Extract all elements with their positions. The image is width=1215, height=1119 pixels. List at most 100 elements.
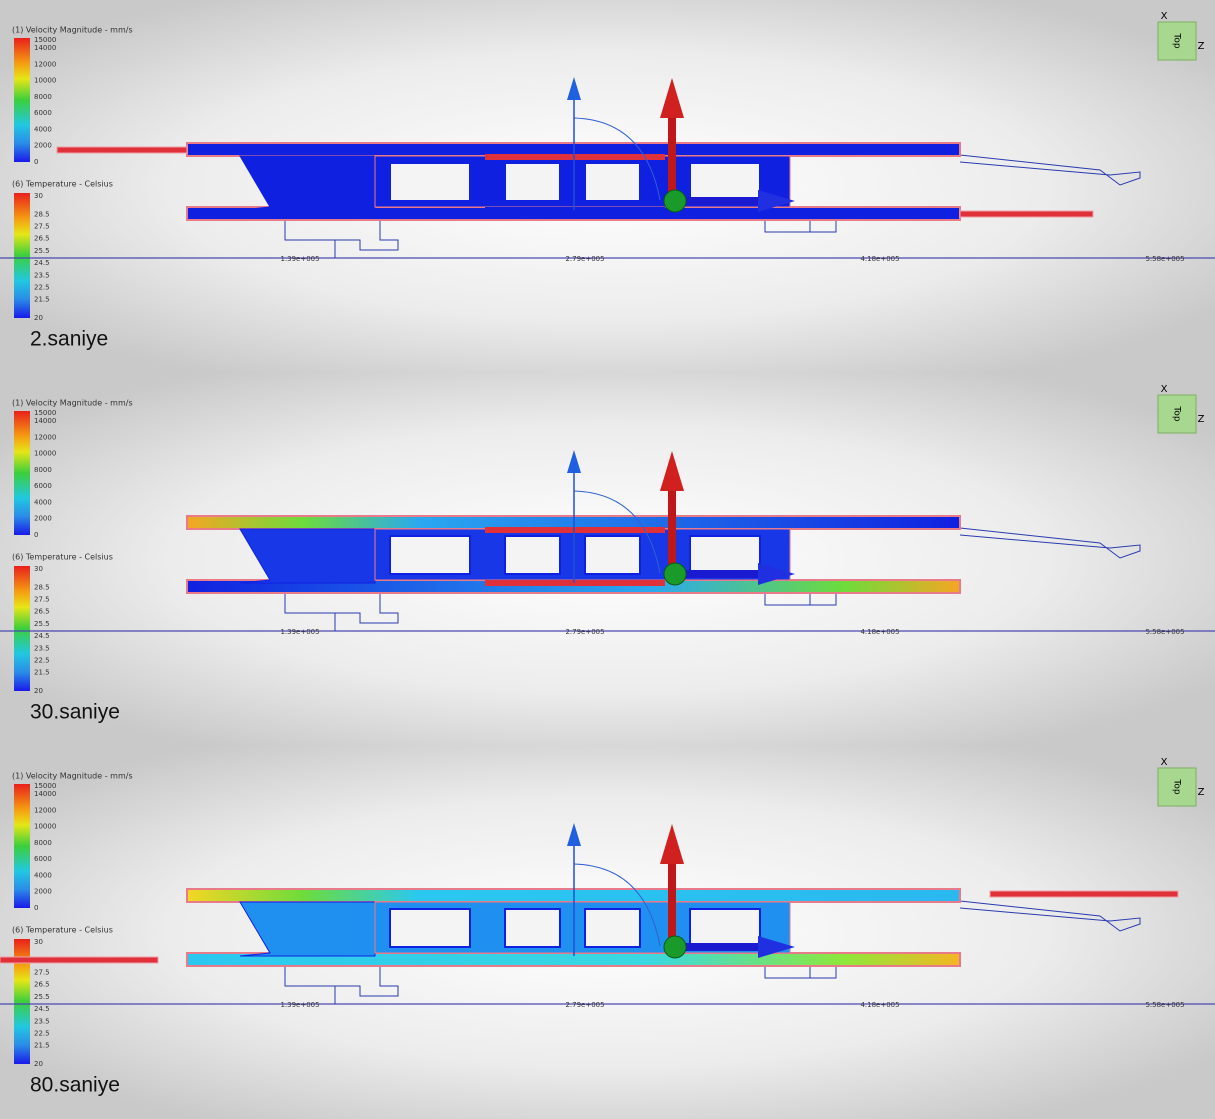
velocity-tick-label: 15000 [34,409,56,417]
inner-chamber [690,536,760,574]
triad-origin [664,936,686,958]
view-cube-axis: Z [1198,41,1205,52]
velocity-tick-label: 2000 [34,888,52,896]
view-cube-axis: Z [1198,787,1205,798]
screenshot: (1) Velocity Magnitude - mm/s15000140001… [0,0,1215,1119]
velocity-tick-label: 12000 [34,60,56,68]
velocity-color-bar [14,784,30,908]
inner-chamber [585,163,640,201]
temperature-tick-label: 27.5 [34,223,50,231]
temperature-tick-label: 25.5 [34,620,50,628]
axis-arrow-shaft [675,197,763,205]
ruler-label: 5.58e+005 [1145,628,1184,636]
inner-chamber [505,163,560,201]
velocity-tick-label: 6000 [34,855,52,863]
inlet-pipe [57,147,187,153]
inlet-pipe [0,957,158,963]
view-cube-axis: Z [1198,414,1205,425]
inner-chamber [505,536,560,574]
view-cube-axis: X [1161,11,1168,22]
hot-plate [485,527,665,533]
velocity-tick-label: 8000 [34,93,52,101]
velocity-tick-label: 10000 [34,823,56,831]
temperature-legend-title: (6) Temperature - Celsius [12,553,113,562]
ruler-label: 4.18e+005 [860,628,899,636]
velocity-tick-label: 15000 [34,782,56,790]
view-cube-axis: X [1161,757,1168,768]
ruler-label: 1.39e+005 [280,628,319,636]
temperature-tick-label: 26.5 [34,981,50,989]
inner-chamber [505,909,560,947]
ruler-label: 1.39e+005 [280,1001,319,1009]
inner-chamber [585,909,640,947]
temperature-tick-label: 30 [34,938,43,946]
view-cube-label: Top [1172,32,1182,48]
temperature-tick-label: 22.5 [34,1030,50,1038]
velocity-color-bar [14,411,30,535]
view-cube-label: Top [1172,778,1182,794]
temperature-tick-label: 30 [34,565,43,573]
inner-chamber [690,163,760,201]
temperature-tick-label: 28.5 [34,583,50,591]
temperature-tick-label: 26.5 [34,608,50,616]
time-label: 30.saniye [30,701,120,724]
ruler-label: 5.58e+005 [1145,255,1184,263]
velocity-tick-label: 8000 [34,839,52,847]
inlet-pipe [960,211,1093,217]
velocity-tick-label: 0 [34,531,38,539]
velocity-tick-label: 4000 [34,871,52,879]
velocity-tick-label: 12000 [34,433,56,441]
result-panel: (1) Velocity Magnitude - mm/s15000140001… [0,373,1215,746]
hot-plate [485,207,665,213]
temperature-tick-label: 26.5 [34,235,50,243]
temperature-tick-label: 20 [34,687,43,695]
velocity-legend-title: (1) Velocity Magnitude - mm/s [12,26,133,35]
temperature-legend-title: (6) Temperature - Celsius [12,180,113,189]
ruler-label: 1.39e+005 [280,255,319,263]
temperature-legend-title: (6) Temperature - Celsius [12,926,113,935]
ruler-label: 4.18e+005 [860,255,899,263]
temperature-tick-label: 21.5 [34,1042,50,1050]
velocity-tick-label: 6000 [34,109,52,117]
velocity-color-bar [14,38,30,162]
temperature-tick-label: 23.5 [34,271,50,279]
velocity-tick-label: 10000 [34,77,56,85]
temperature-tick-label: 24.5 [34,1005,50,1013]
velocity-tick-label: 4000 [34,125,52,133]
ruler-label: 2.79e+005 [565,255,604,263]
temperature-tick-label: 23.5 [34,1017,50,1025]
velocity-tick-label: 4000 [34,498,52,506]
velocity-tick-label: 8000 [34,466,52,474]
temperature-tick-label: 20 [34,1060,43,1068]
inner-chamber [690,909,760,947]
inner-chamber [390,909,470,947]
page: (1) Velocity Magnitude - mm/s15000140001… [0,0,1215,1119]
temperature-tick-label: 22.5 [34,284,50,292]
temperature-tick-label: 22.5 [34,657,50,665]
hot-plate [485,580,665,586]
view-cube-axis: X [1161,384,1168,395]
velocity-tick-label: 0 [34,158,38,166]
ruler-label: 2.79e+005 [565,1001,604,1009]
hot-plate [485,154,665,160]
time-label: 2.saniye [30,328,108,351]
ruler-label: 5.58e+005 [1145,1001,1184,1009]
temperature-tick-label: 27.5 [34,596,50,604]
velocity-tick-label: 15000 [34,36,56,44]
temperature-tick-label: 25.5 [34,247,50,255]
velocity-tick-label: 10000 [34,450,56,458]
temperature-color-bar [14,566,30,691]
velocity-legend-title: (1) Velocity Magnitude - mm/s [12,772,133,781]
inlet-pipe [990,891,1178,897]
velocity-tick-label: 0 [34,904,38,912]
velocity-tick-label: 14000 [34,790,56,798]
ruler-label: 4.18e+005 [860,1001,899,1009]
temperature-color-bar [14,193,30,318]
velocity-tick-label: 14000 [34,417,56,425]
temperature-tick-label: 23.5 [34,644,50,652]
temperature-tick-label: 30 [34,192,43,200]
temperature-tick-label: 24.5 [34,632,50,640]
result-panel: (1) Velocity Magnitude - mm/s15000140001… [0,0,1215,373]
velocity-tick-label: 12000 [34,806,56,814]
